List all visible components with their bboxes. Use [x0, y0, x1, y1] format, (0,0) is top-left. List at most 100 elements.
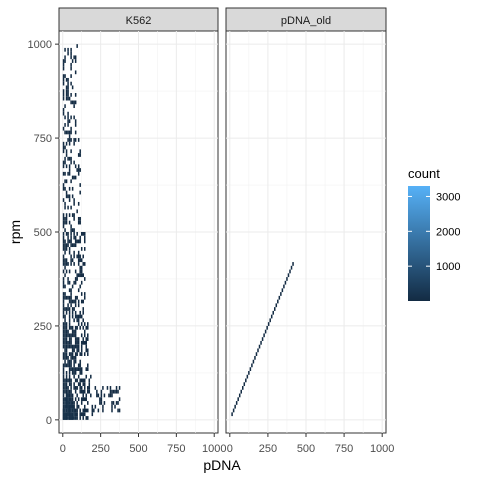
heat-cell — [87, 352, 89, 356]
heat-cell — [73, 404, 75, 409]
heat-cell — [79, 269, 81, 274]
y-axis-title: rpm — [7, 220, 23, 244]
heat-cell — [74, 130, 77, 135]
heat-cell — [65, 258, 68, 263]
gridlines-pdna-old — [226, 31, 386, 433]
heat-cell — [64, 228, 66, 232]
heat-cell — [70, 92, 72, 97]
heat-cell — [70, 295, 72, 300]
heat-cell — [65, 393, 68, 398]
legend-tick-label: 2000 — [436, 226, 460, 238]
heat-cell — [73, 254, 75, 259]
heat-cell — [62, 258, 65, 263]
heat-cell — [263, 333, 265, 338]
heat-cell — [68, 310, 71, 315]
heat-cell — [112, 389, 115, 394]
heat-cell — [79, 239, 81, 244]
heat-cell — [82, 262, 84, 266]
heat-cell — [62, 333, 65, 338]
y-tick-label: 500 — [34, 227, 52, 239]
heat-cell — [79, 183, 81, 187]
heat-cell — [65, 77, 68, 82]
heat-cell — [277, 299, 279, 304]
heat-cell — [80, 273, 83, 278]
heat-cell — [251, 363, 253, 368]
heat-cell — [76, 367, 78, 372]
heat-cell — [77, 273, 80, 278]
heat-cell — [267, 322, 270, 326]
heat-cell — [71, 401, 74, 405]
heat-cell — [80, 322, 83, 326]
heat-cell — [64, 265, 66, 270]
heat-cell — [68, 280, 71, 285]
heat-cell — [68, 96, 71, 101]
heat-cell — [79, 273, 81, 278]
heat-cell — [62, 239, 65, 244]
heat-cell — [82, 318, 84, 323]
x-tick-label: 1000 — [202, 443, 226, 455]
heat-cell — [102, 386, 104, 390]
heat-cell — [280, 292, 282, 296]
heat-cell — [77, 374, 80, 379]
heat-cell — [87, 389, 89, 394]
heat-cell — [85, 340, 88, 345]
heat-cell — [117, 401, 119, 405]
heat-cell — [269, 318, 271, 323]
heat-cell — [65, 141, 68, 146]
heat-cell — [65, 310, 68, 315]
heat-cell — [87, 363, 89, 368]
heat-cell — [111, 393, 113, 398]
heat-cell — [73, 307, 75, 311]
heat-cell — [62, 164, 65, 169]
heat-cell — [65, 325, 68, 330]
heat-cell — [68, 352, 71, 356]
heat-cell — [73, 250, 75, 255]
heat-cell — [74, 344, 77, 349]
heat-cell — [64, 344, 66, 349]
heat-cell — [62, 386, 65, 390]
strip-label-pdna-old: pDNA_old — [281, 15, 331, 27]
heat-cell — [87, 367, 89, 372]
heat-cell — [68, 344, 71, 349]
heat-cell — [76, 254, 78, 259]
heat-cell — [64, 179, 66, 184]
heat-cell — [76, 314, 78, 319]
heat-cell — [70, 258, 72, 263]
heat-cell — [64, 378, 66, 383]
heat-cell — [77, 314, 80, 319]
heat-cell — [73, 355, 75, 360]
heat-cell — [70, 81, 72, 86]
heat-cell — [80, 367, 83, 372]
heat-cell — [71, 228, 74, 232]
heat-cell — [62, 397, 65, 402]
heat-cell — [67, 96, 69, 101]
heat-cell — [80, 232, 83, 236]
heat-cell — [64, 325, 66, 330]
heat-cell — [64, 408, 66, 413]
heat-cell — [65, 164, 68, 169]
x-tick-label: 750 — [335, 443, 353, 455]
heat-cell — [73, 371, 75, 375]
heat-cell — [82, 412, 84, 417]
heat-cell — [80, 247, 83, 251]
heat-cell — [79, 220, 81, 225]
heat-cell — [103, 393, 106, 398]
heat-cell — [74, 119, 77, 124]
heat-cell — [73, 213, 75, 217]
heat-cell — [96, 393, 98, 398]
heat-cell — [255, 352, 258, 356]
heat-cell — [85, 416, 88, 420]
heat-cell — [62, 412, 65, 417]
heat-cell — [62, 401, 65, 405]
heat-cell — [65, 404, 68, 409]
heat-cell — [65, 401, 68, 405]
heat-cell — [79, 258, 81, 263]
heat-cell — [76, 378, 78, 383]
heat-cell — [65, 96, 68, 101]
heat-cell — [74, 303, 77, 308]
heat-cell — [77, 168, 80, 172]
heat-cell — [292, 262, 294, 266]
heat-cell — [64, 156, 66, 161]
heat-cell — [70, 401, 72, 405]
heat-cell — [62, 89, 65, 93]
